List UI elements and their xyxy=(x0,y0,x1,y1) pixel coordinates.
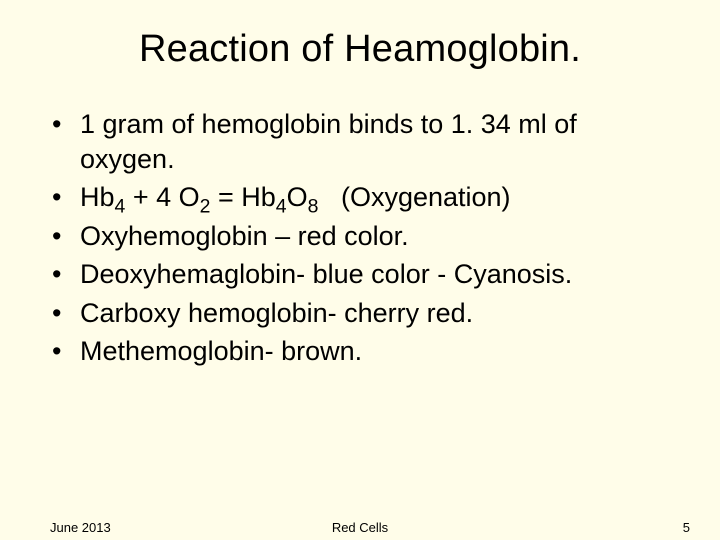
footer-center: Red Cells xyxy=(0,520,720,535)
list-item: Methemoglobin- brown. xyxy=(52,334,676,369)
eq-plus-sub: 2 xyxy=(200,195,211,217)
slide: Reaction of Heamoglobin. 1 gram of hemog… xyxy=(0,0,720,540)
eq-lhs-base: Hb xyxy=(80,182,115,212)
eq-plus-base: 4 O xyxy=(156,182,200,212)
slide-title: Reaction of Heamoglobin. xyxy=(44,28,676,71)
eq-equals: = xyxy=(218,182,241,212)
eq-annotation xyxy=(326,182,341,212)
list-item: 1 gram of hemoglobin binds to 1. 34 ml o… xyxy=(52,107,676,176)
footer-page-number: 5 xyxy=(683,520,690,535)
eq-rhs-sub1: 4 xyxy=(276,195,287,217)
bullet-text: Carboxy hemoglobin- cherry red. xyxy=(80,298,473,328)
eq-lhs-sub: 4 xyxy=(115,195,126,217)
bullet-text: Methemoglobin- brown. xyxy=(80,336,362,366)
eq-plus: + xyxy=(133,182,156,212)
list-item: Hb4 + 4 O2 = Hb4O8 (Oxygenation) xyxy=(52,180,676,215)
bullet-list: 1 gram of hemoglobin binds to 1. 34 ml o… xyxy=(44,107,676,369)
eq-rhs-base2: O xyxy=(287,182,308,212)
bullet-text: Oxyhemoglobin – red color. xyxy=(80,221,409,251)
eq-rhs-sub2: 8 xyxy=(308,195,319,217)
eq-annotation-text: (Oxygenation) xyxy=(341,182,511,212)
bullet-text: 1 gram of hemoglobin binds to 1. 34 ml o… xyxy=(80,109,577,174)
eq-rhs-base: Hb xyxy=(241,182,276,212)
list-item: Carboxy hemoglobin- cherry red. xyxy=(52,296,676,331)
list-item: Deoxyhemaglobin- blue color - Cyanosis. xyxy=(52,257,676,292)
list-item: Oxyhemoglobin – red color. xyxy=(52,219,676,254)
bullet-text: Deoxyhemaglobin- blue color - Cyanosis. xyxy=(80,259,572,289)
